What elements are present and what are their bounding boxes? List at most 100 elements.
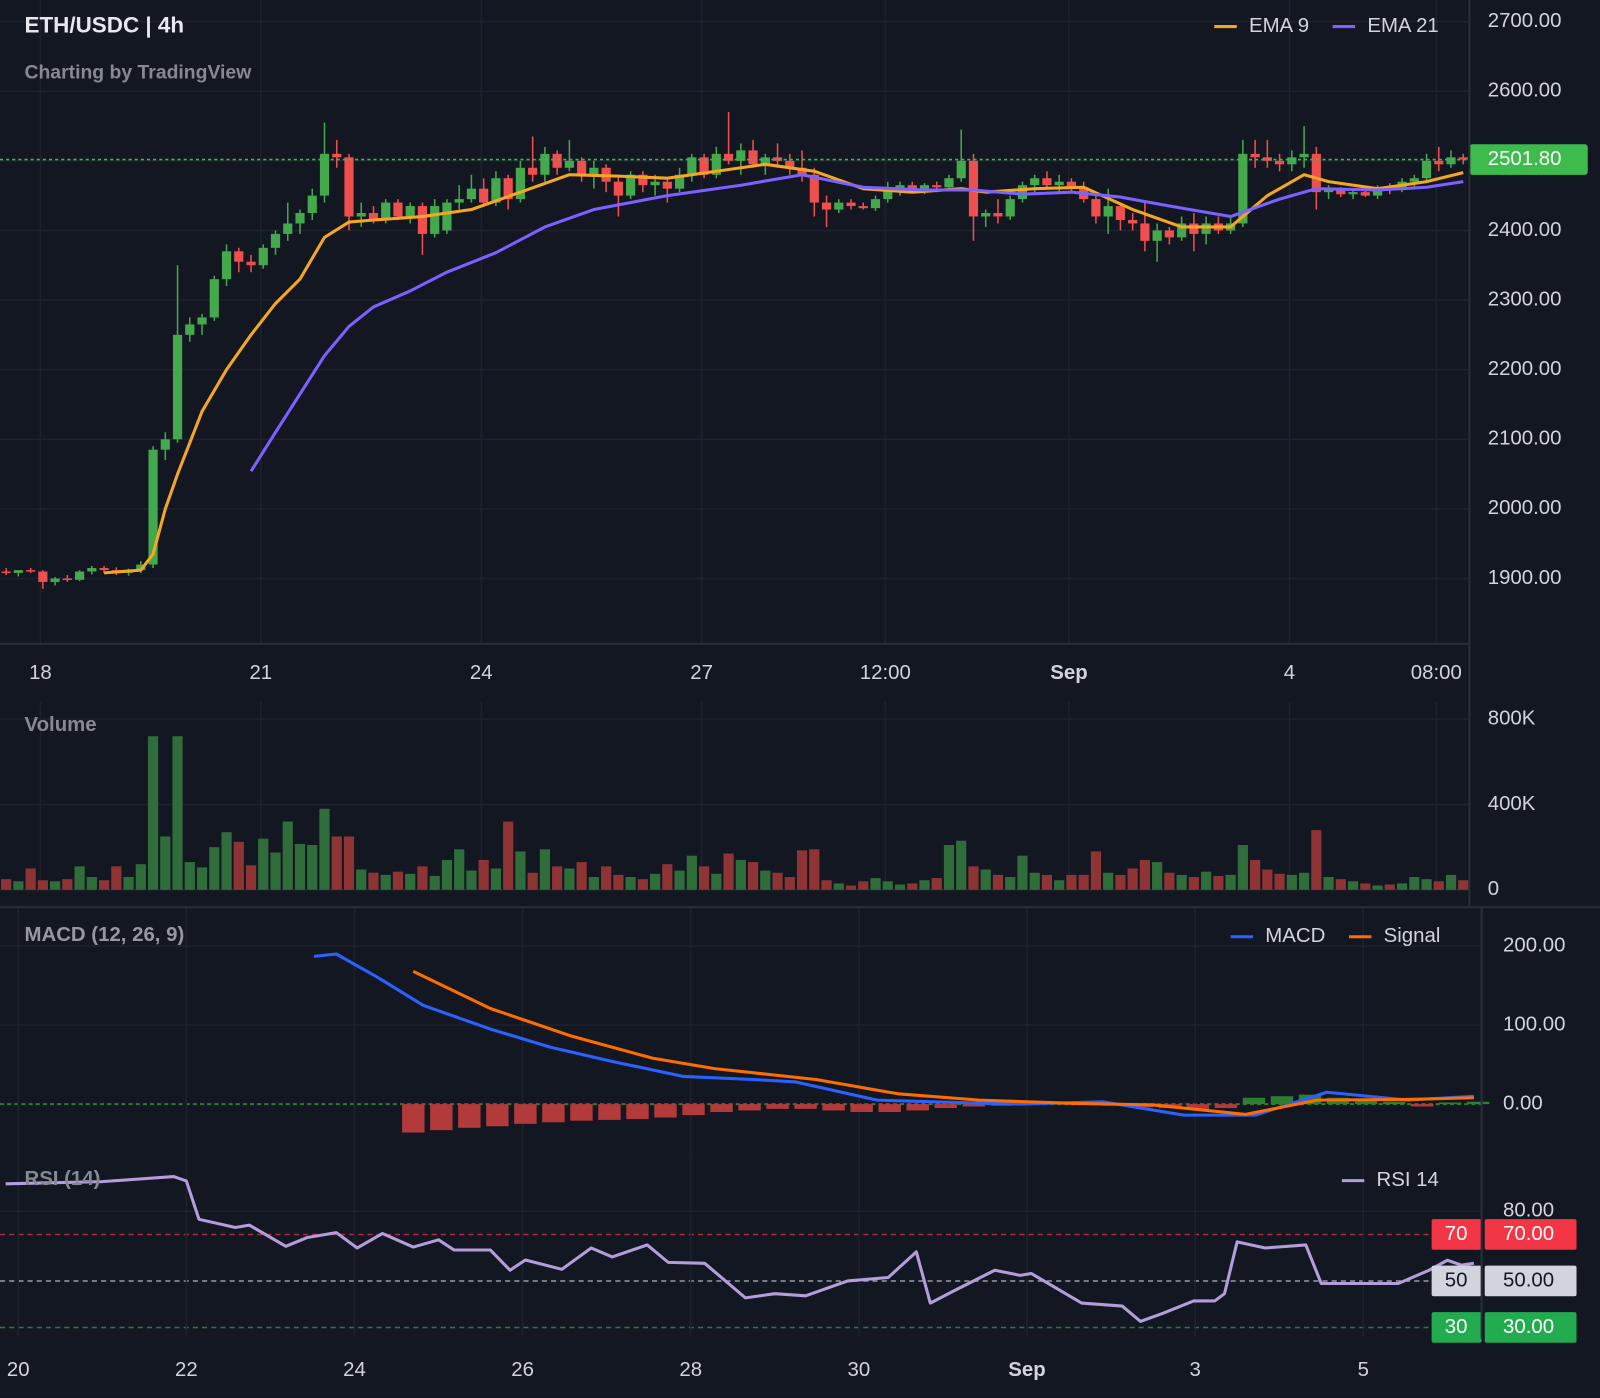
candle-body xyxy=(185,324,195,335)
candle-body xyxy=(221,251,232,280)
candle-body xyxy=(1287,157,1297,165)
volume-bar xyxy=(111,866,122,890)
volume-bar xyxy=(1396,883,1408,890)
volume-bar xyxy=(1225,874,1236,890)
y-tick-label: 2000.00 xyxy=(1488,497,1562,519)
volume-bar xyxy=(319,808,330,890)
volume-bar xyxy=(1421,879,1432,890)
candle-body xyxy=(246,261,256,266)
x-tick-label: Sep xyxy=(1008,1359,1045,1381)
candle-body xyxy=(1091,199,1101,217)
volume-bar xyxy=(870,878,881,890)
volume-bar xyxy=(282,821,293,890)
volume-bar xyxy=(147,736,159,890)
volume-bar xyxy=(98,880,110,890)
volume-bar xyxy=(417,866,428,890)
indicator-line xyxy=(103,162,1464,575)
candle-body xyxy=(577,160,587,175)
candle-body xyxy=(295,213,305,224)
level-label: 30 xyxy=(1445,1316,1468,1338)
candle-body xyxy=(283,223,293,234)
volume-bar xyxy=(564,868,575,890)
candle-body xyxy=(270,233,281,248)
candle-body xyxy=(430,206,440,234)
volume-bar xyxy=(796,850,808,890)
volume-bar xyxy=(539,849,550,890)
y-tick-label: 2100.00 xyxy=(1488,428,1562,450)
volume-bar xyxy=(845,885,857,890)
volume-bar xyxy=(478,859,489,890)
candle-body xyxy=(650,181,660,186)
volume-bar xyxy=(968,866,979,890)
level-axis-badge xyxy=(1484,1265,1577,1297)
volume-bar xyxy=(637,879,648,890)
candle-body xyxy=(1348,192,1358,195)
candle-body xyxy=(1189,223,1199,234)
candle-body xyxy=(736,150,746,161)
histogram-bar xyxy=(682,1104,705,1116)
y-tick-label: 400K xyxy=(1488,793,1536,815)
last-price-label: 2501.80 xyxy=(1488,148,1562,170)
candle-body xyxy=(393,202,403,217)
candle-body xyxy=(1042,178,1052,186)
candle-body xyxy=(417,206,428,234)
candle-body xyxy=(956,160,966,179)
volume-bar xyxy=(1078,874,1089,890)
x-tick-label: 20 xyxy=(7,1359,30,1381)
volume-bar xyxy=(1262,869,1273,890)
volume-bar xyxy=(527,872,538,890)
candle-body xyxy=(479,188,489,203)
histogram-bar xyxy=(514,1104,537,1124)
volume-bar xyxy=(1005,877,1016,890)
candle-body xyxy=(1115,206,1125,220)
x-tick-label: 24 xyxy=(343,1359,366,1381)
candle-body xyxy=(687,157,697,175)
candle-body xyxy=(613,181,623,196)
candle-body xyxy=(675,174,685,189)
volume-bar xyxy=(894,884,906,890)
candle-body xyxy=(1164,230,1174,238)
volume-bar xyxy=(1127,868,1138,890)
histogram-bar xyxy=(1214,1104,1238,1109)
volume-bar xyxy=(1274,873,1285,890)
candle-body xyxy=(1030,178,1040,186)
candle-body xyxy=(50,578,60,582)
candle-body xyxy=(356,213,366,217)
level-label: 70 xyxy=(1445,1223,1468,1245)
histogram-bar xyxy=(1354,1100,1378,1105)
volume-bar xyxy=(1433,881,1444,890)
level-axis-label: 30.00 xyxy=(1503,1316,1554,1338)
candle-body xyxy=(1360,192,1370,196)
volume-bar xyxy=(172,736,183,890)
volume-bar xyxy=(1286,874,1297,890)
volume-bar xyxy=(1347,881,1359,890)
candle-body xyxy=(760,157,770,165)
volume-bar xyxy=(184,862,195,890)
volume-bar xyxy=(1335,879,1346,890)
indicator-line xyxy=(313,952,1474,1117)
volume-bar xyxy=(747,862,759,890)
histogram-bar xyxy=(486,1104,509,1127)
candle-body xyxy=(466,188,477,200)
volume-bar xyxy=(1213,875,1224,890)
histogram-bar xyxy=(654,1104,677,1118)
volume-bar xyxy=(1360,883,1371,890)
histogram-bar xyxy=(570,1104,593,1121)
candle-body xyxy=(1250,153,1260,158)
volume-bar xyxy=(1372,885,1383,890)
volume-bar xyxy=(552,866,563,890)
volume-bar xyxy=(74,866,85,890)
x-tick-label: 5 xyxy=(1358,1359,1369,1381)
candle-body xyxy=(907,185,917,189)
level-axis-badge xyxy=(1484,1219,1577,1250)
candle-body xyxy=(1311,153,1321,193)
volume-bar xyxy=(1298,872,1310,890)
candle-body xyxy=(197,317,207,325)
histogram-bar xyxy=(1438,1102,1462,1105)
candle-body xyxy=(13,570,23,573)
volume-bar xyxy=(858,881,869,890)
volume-bar xyxy=(380,874,391,890)
volume-bar xyxy=(1323,877,1334,890)
volume-bar xyxy=(1164,872,1175,890)
